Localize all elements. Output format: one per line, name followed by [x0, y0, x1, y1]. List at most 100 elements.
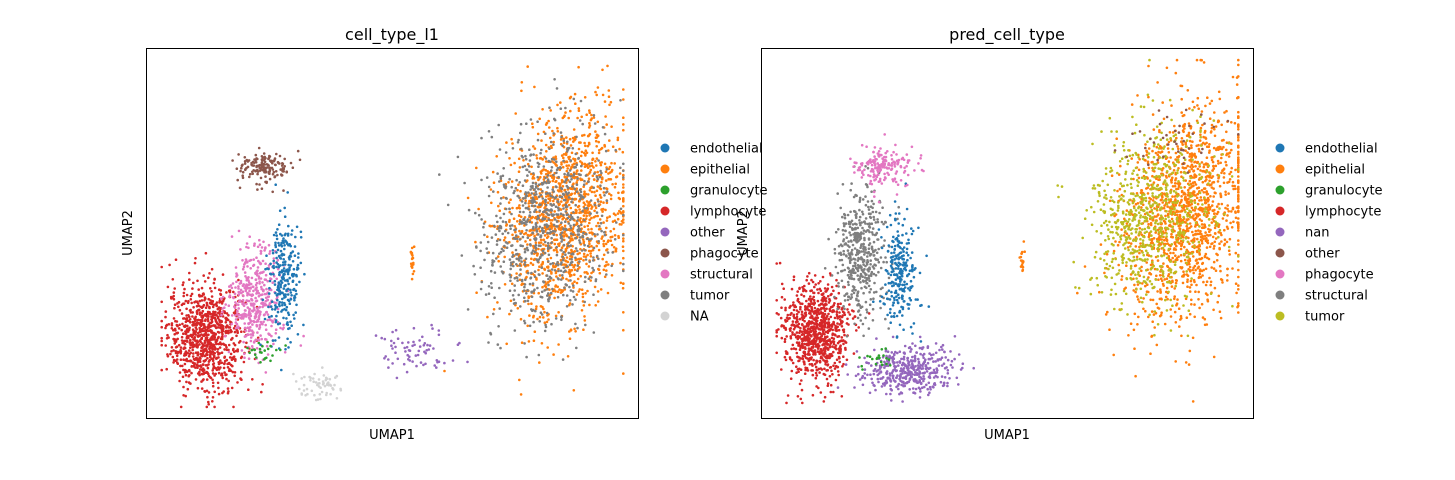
point [186, 359, 189, 363]
point [596, 300, 600, 303]
point [520, 220, 523, 224]
point [534, 223, 538, 226]
point [817, 282, 820, 285]
point [221, 391, 224, 395]
point [220, 313, 223, 317]
point [544, 176, 547, 180]
point [823, 335, 827, 339]
point [578, 288, 581, 291]
point [559, 131, 563, 134]
point [583, 203, 587, 206]
point [335, 397, 339, 400]
point [250, 348, 254, 352]
point [558, 288, 561, 291]
point [839, 302, 842, 306]
point [268, 333, 271, 337]
point [499, 177, 503, 180]
point [160, 339, 163, 343]
point [797, 370, 800, 374]
point [840, 336, 844, 339]
point [213, 338, 216, 341]
point [230, 286, 234, 290]
point [560, 187, 564, 191]
point [255, 323, 258, 327]
point [579, 257, 583, 261]
point [548, 126, 551, 129]
point [550, 166, 554, 169]
point [572, 286, 575, 289]
point [822, 306, 826, 309]
point [560, 161, 563, 164]
point [566, 244, 570, 248]
point [535, 197, 539, 201]
point [532, 153, 535, 156]
point [593, 172, 596, 175]
point [286, 293, 290, 296]
point [538, 117, 541, 121]
point [568, 263, 572, 267]
point [530, 204, 534, 207]
point [573, 268, 577, 272]
point [546, 170, 549, 173]
point [529, 261, 533, 265]
point [235, 322, 239, 326]
point [281, 170, 284, 173]
point [189, 308, 192, 312]
point [186, 301, 190, 305]
point [815, 374, 819, 377]
point [589, 168, 593, 172]
point [549, 262, 552, 266]
point [814, 332, 817, 336]
point [619, 99, 622, 102]
x-axis-label: UMAP1 [369, 428, 415, 443]
point [542, 243, 545, 246]
point [583, 225, 586, 228]
point [194, 257, 197, 260]
point [617, 196, 621, 200]
point [607, 89, 611, 92]
point [219, 326, 222, 330]
point [573, 159, 577, 162]
point [534, 190, 538, 194]
point [262, 240, 265, 244]
point [524, 278, 527, 282]
point [509, 198, 512, 201]
point [293, 254, 297, 257]
point [567, 236, 571, 239]
point [825, 316, 828, 319]
point [180, 303, 184, 307]
point [528, 324, 532, 328]
point [608, 192, 611, 196]
point [519, 393, 523, 396]
point [209, 287, 212, 290]
point [817, 291, 820, 295]
point [503, 244, 506, 248]
point [612, 246, 616, 249]
point [291, 250, 295, 253]
point [569, 239, 572, 243]
point [160, 336, 163, 340]
point [237, 153, 240, 156]
point [811, 310, 815, 313]
point [539, 311, 543, 315]
point [490, 135, 494, 139]
point [572, 211, 575, 214]
point [278, 290, 281, 293]
point [295, 268, 299, 271]
point [579, 154, 583, 158]
point [573, 92, 577, 96]
point [560, 235, 563, 238]
point [220, 351, 224, 355]
point [546, 314, 549, 317]
point [213, 324, 217, 327]
point [237, 325, 240, 329]
point [881, 206, 884, 209]
point [226, 362, 229, 366]
point [531, 201, 534, 204]
point [542, 316, 545, 319]
point [254, 169, 257, 173]
point [211, 384, 215, 388]
point [197, 308, 201, 312]
point [261, 168, 264, 171]
